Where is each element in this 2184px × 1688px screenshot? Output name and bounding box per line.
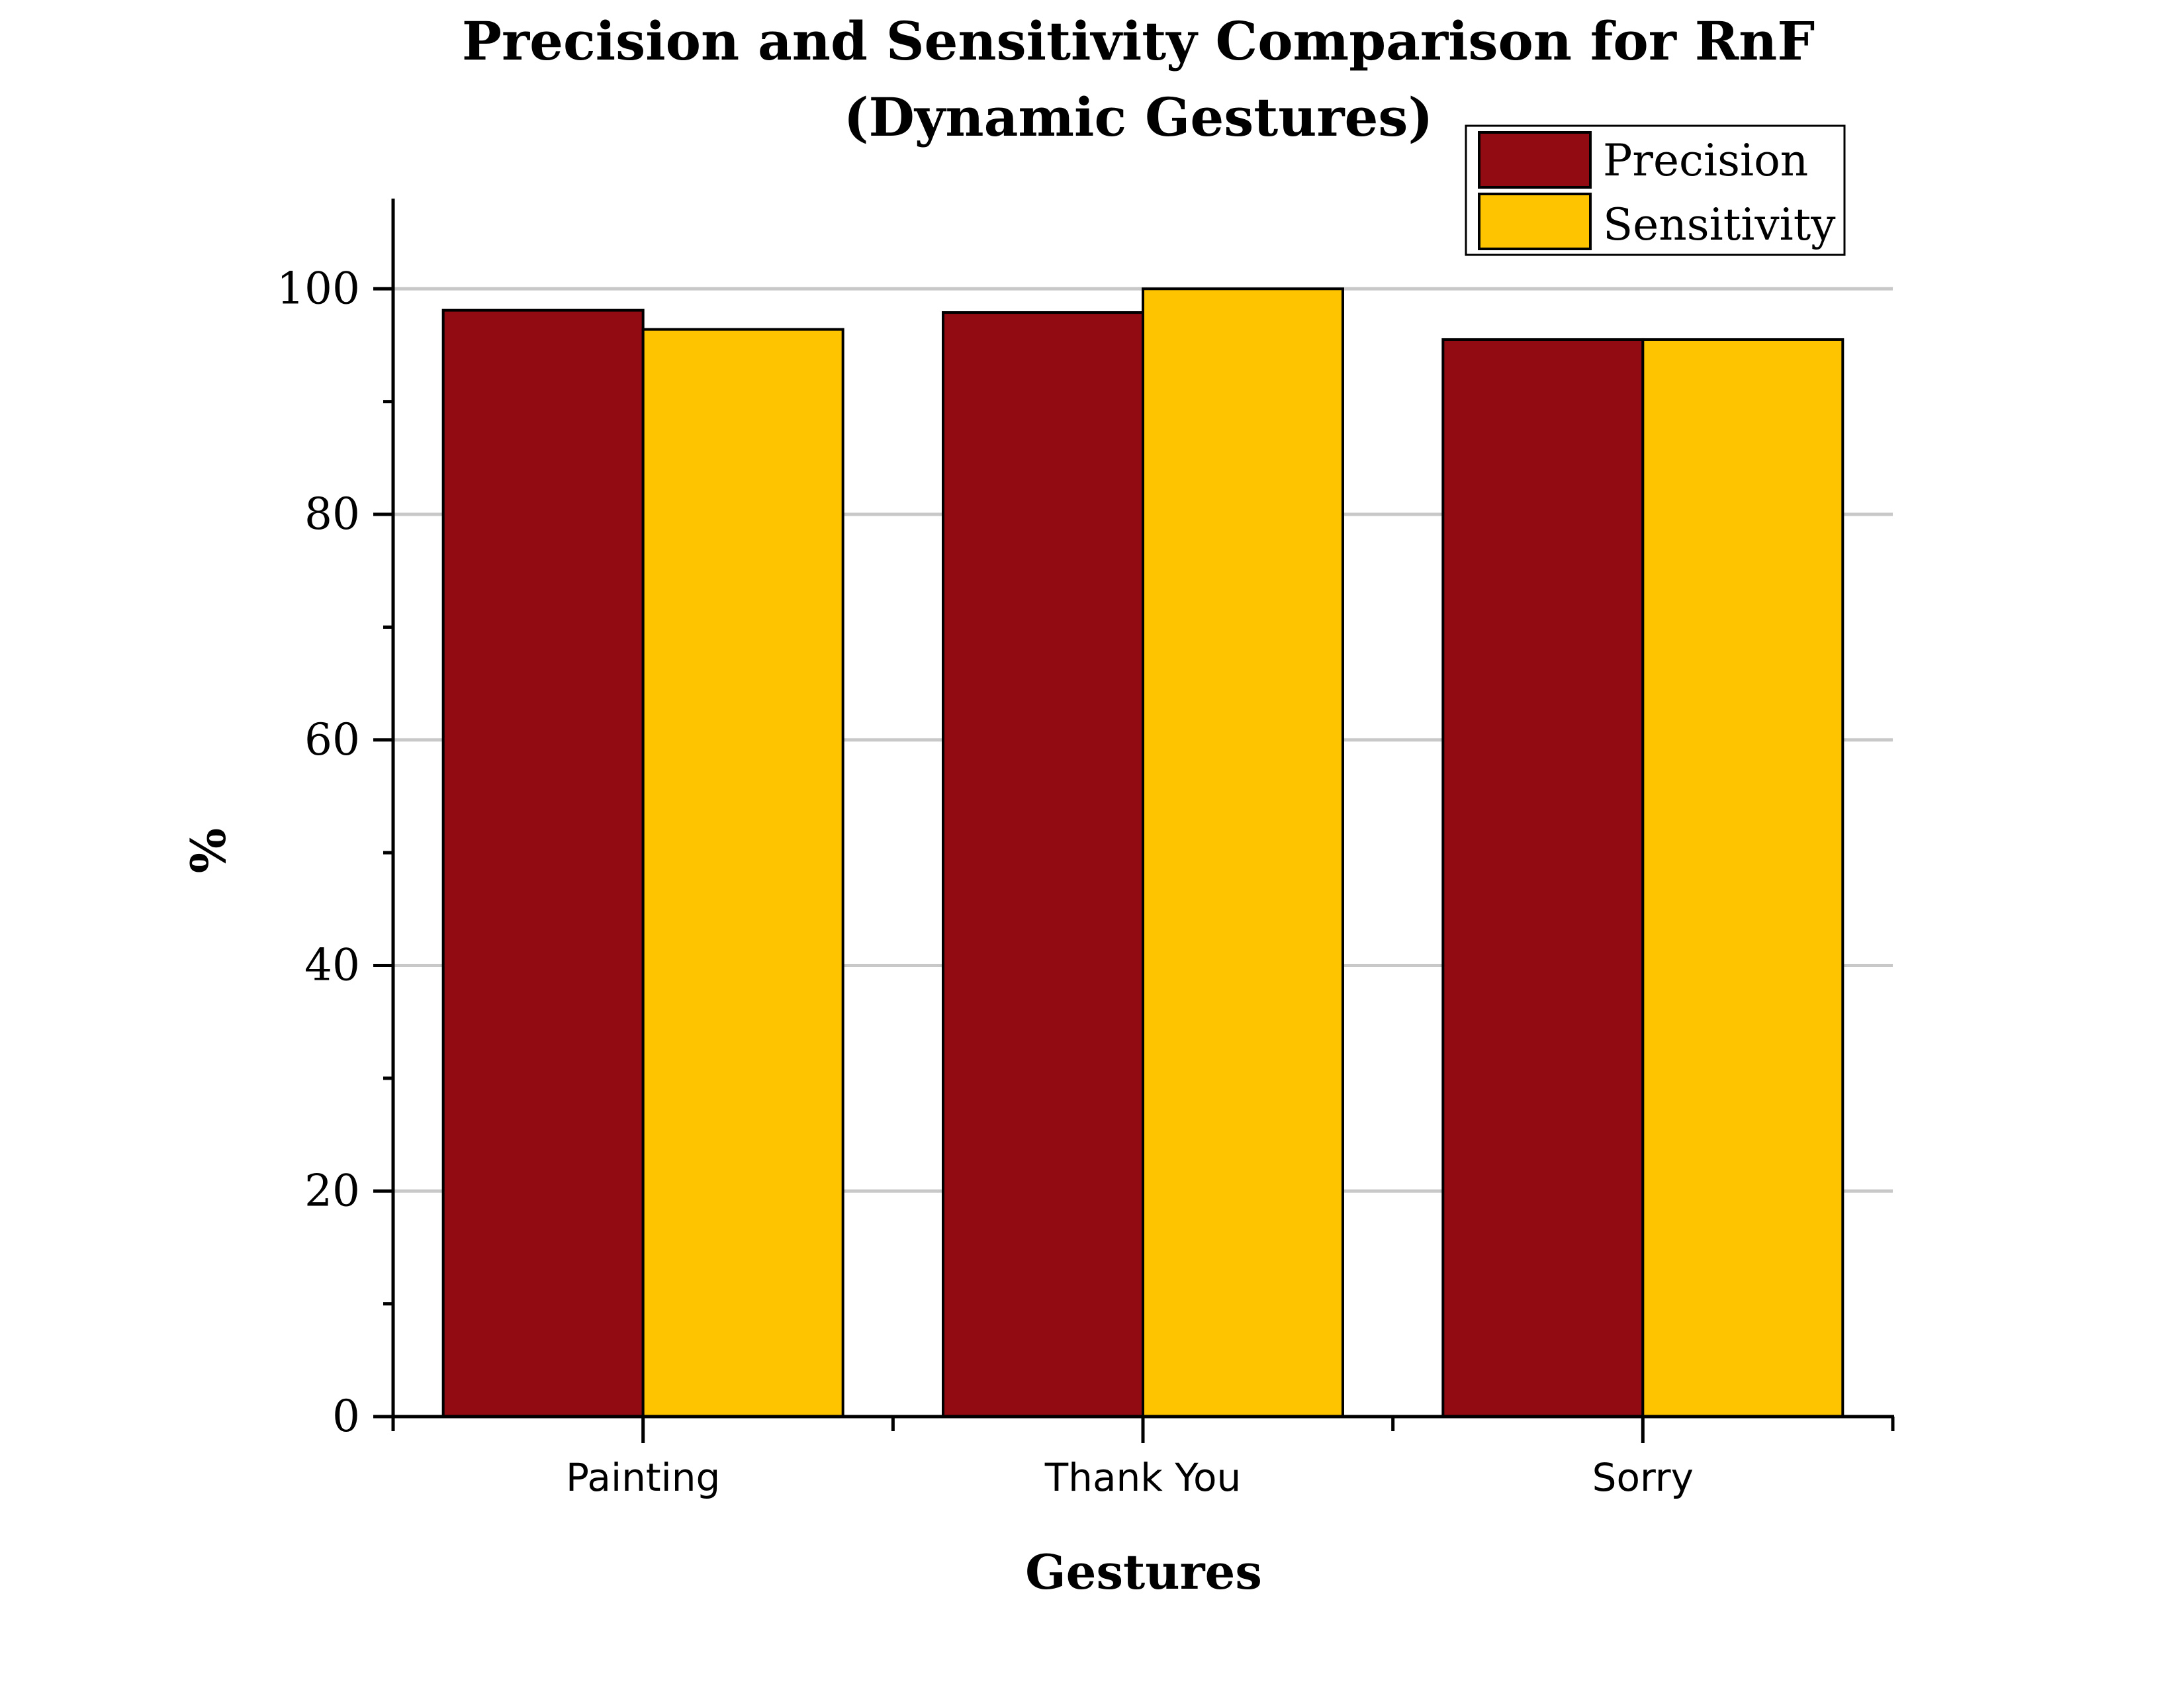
y-axis-title: % [180, 828, 236, 873]
bar-precision-sorry [1441, 338, 1645, 1418]
y-tick-label: 40 [304, 940, 360, 991]
axes [373, 199, 1895, 1443]
legend-swatch-sensitivity [1478, 193, 1592, 250]
y-tick-label: 80 [304, 489, 360, 539]
legend-label-precision: Precision [1603, 135, 1808, 186]
x-tick-label: Painting [566, 1455, 720, 1500]
legend: Precision Sensitivity [1465, 124, 1846, 256]
bars [441, 287, 1844, 1419]
chart-subtitle: (Dynamic Gestures) [844, 86, 1433, 148]
legend-swatch-precision [1478, 131, 1592, 189]
x-axis-title: Gestures [1025, 1544, 1262, 1600]
tick-labels: 0 20 40 60 80 100 Painting Thank You Sorry [277, 263, 1694, 1500]
bar-precision-painting [441, 308, 645, 1419]
y-tick-label: 60 [304, 714, 360, 765]
legend-label-sensitivity: Sensitivity [1603, 199, 1836, 250]
bar-precision-thank-you [942, 311, 1144, 1418]
x-tick-label: Sorry [1592, 1455, 1694, 1500]
y-tick-label: 100 [277, 263, 360, 314]
chart-title: Precision and Sensitivity Comparison for… [462, 10, 1815, 72]
bar-sensitivity-painting [641, 328, 844, 1418]
x-tick-label: Thank You [1044, 1455, 1242, 1500]
bar-sensitivity-sorry [1641, 338, 1844, 1418]
y-tick-label: 0 [332, 1391, 360, 1442]
bar-sensitivity-thank-you [1142, 287, 1344, 1419]
y-tick-label: 20 [304, 1165, 360, 1216]
